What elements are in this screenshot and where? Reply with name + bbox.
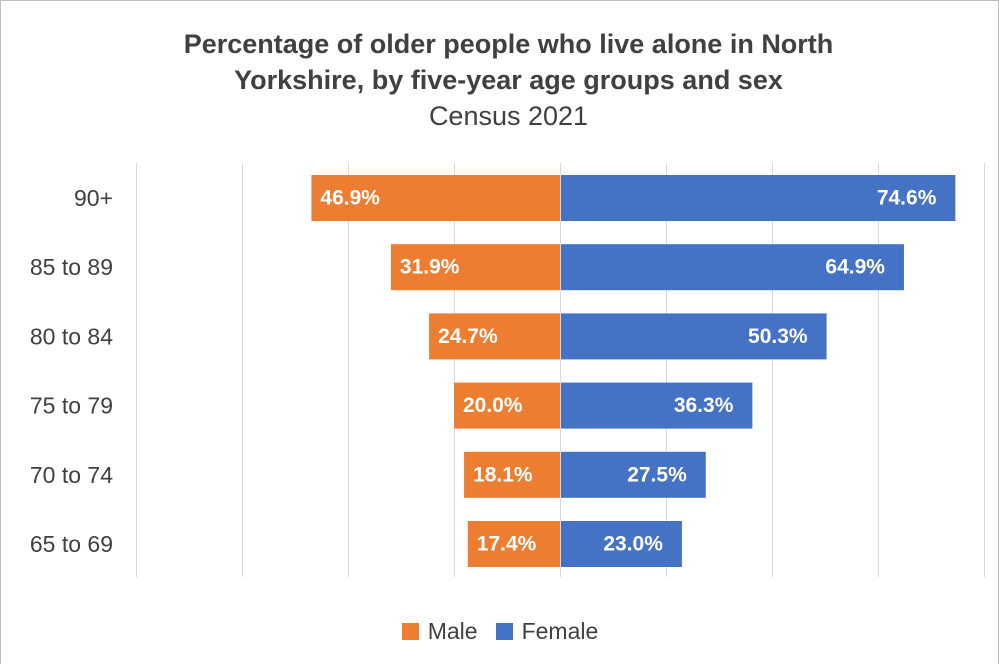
data-label-female: 50.3% <box>748 325 808 348</box>
chart-legend: Male Female <box>0 618 999 645</box>
legend-item-female: Female <box>495 618 599 645</box>
legend-swatch-female <box>495 623 513 640</box>
bar-male <box>311 175 560 221</box>
category-label: 65 to 69 <box>30 531 113 557</box>
data-label-female: 74.6% <box>877 187 937 210</box>
data-label-female: 64.9% <box>825 256 885 279</box>
category-label: 90+ <box>74 185 113 211</box>
bar-female <box>560 521 682 567</box>
legend-item-male: Male <box>401 618 478 645</box>
bar-male <box>390 244 560 291</box>
chart-title-block: Percentage of older people who live alon… <box>0 26 999 134</box>
chart-title-line-1: Percentage of older people who live alon… <box>183 29 834 59</box>
data-label-male: 24.7% <box>438 325 498 348</box>
data-label-male: 18.1% <box>473 463 533 486</box>
category-label: 80 to 84 <box>30 323 113 349</box>
data-label-male: 17.4% <box>477 533 537 556</box>
chart-subtitle: Census 2021 <box>428 101 589 131</box>
data-label-female: 27.5% <box>627 463 687 486</box>
data-label-male: 46.9% <box>320 187 380 210</box>
category-label: 85 to 89 <box>30 254 113 280</box>
data-label-female: 23.0% <box>603 533 663 556</box>
chart-title-line-2: Yorkshire, by five-year age groups and s… <box>234 65 783 95</box>
category-label: 70 to 74 <box>30 462 113 488</box>
data-label-female: 36.3% <box>674 394 734 417</box>
bar-male <box>429 313 560 360</box>
bar-female <box>560 244 904 291</box>
bar-female <box>560 313 827 360</box>
bar-female <box>560 175 956 221</box>
bar-female <box>560 382 753 429</box>
bar-female <box>560 451 706 498</box>
bar-male <box>467 521 560 567</box>
bar-male <box>454 382 560 429</box>
bar-male <box>464 451 560 498</box>
legend-swatch-male <box>401 623 419 640</box>
legend-label-female: Female <box>521 618 599 644</box>
category-label: 75 to 79 <box>30 393 113 419</box>
data-label-male: 20.0% <box>463 394 523 417</box>
data-label-male: 31.9% <box>400 256 460 279</box>
legend-label-male: Male <box>427 618 478 644</box>
